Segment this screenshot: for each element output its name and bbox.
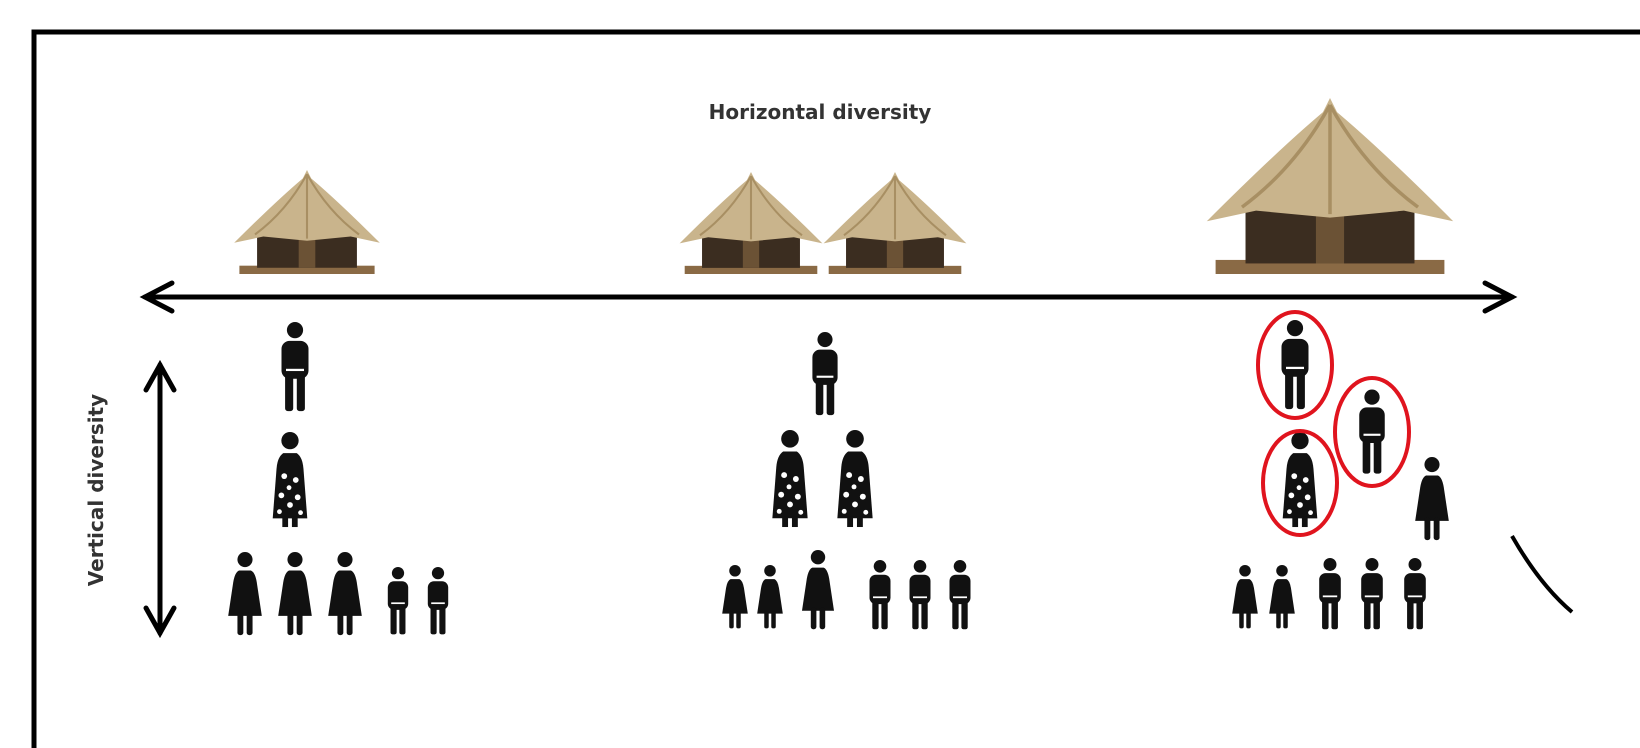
man: [1404, 558, 1426, 629]
vertical-label: Vertical diversity: [84, 394, 108, 586]
child: [1269, 565, 1295, 628]
child: [722, 565, 748, 628]
man: [1361, 558, 1383, 629]
child: [757, 565, 783, 628]
horizontal-arrow: [145, 283, 1512, 311]
hut: [824, 172, 967, 274]
woman: [1415, 457, 1449, 540]
woman: [1283, 432, 1318, 527]
man: [1319, 558, 1341, 629]
man: [870, 560, 891, 629]
woman: [772, 430, 807, 527]
child: [428, 567, 448, 634]
woman: [278, 552, 312, 635]
man: [910, 560, 931, 629]
man: [1359, 390, 1385, 474]
vertical-arrow: [146, 365, 174, 633]
hut: [234, 170, 380, 274]
child: [1232, 565, 1258, 628]
frame: [34, 32, 1640, 748]
diagram: Horizontal diversity Vertical diversity: [0, 0, 1640, 748]
woman: [273, 432, 308, 527]
hut: [680, 172, 823, 274]
man: [1282, 320, 1309, 409]
child: [388, 567, 408, 634]
hut: [1207, 98, 1453, 274]
highlight: [1258, 312, 1409, 535]
woman: [328, 552, 362, 635]
woman: [802, 550, 834, 629]
man: [812, 332, 837, 415]
woman: [228, 552, 262, 635]
curve: [1512, 536, 1572, 612]
page: Horizontal diversity Vertical diversity: [0, 0, 1640, 748]
woman: [837, 430, 872, 527]
man: [282, 322, 309, 411]
horizontal-label: Horizontal diversity: [709, 100, 932, 124]
man: [950, 560, 971, 629]
